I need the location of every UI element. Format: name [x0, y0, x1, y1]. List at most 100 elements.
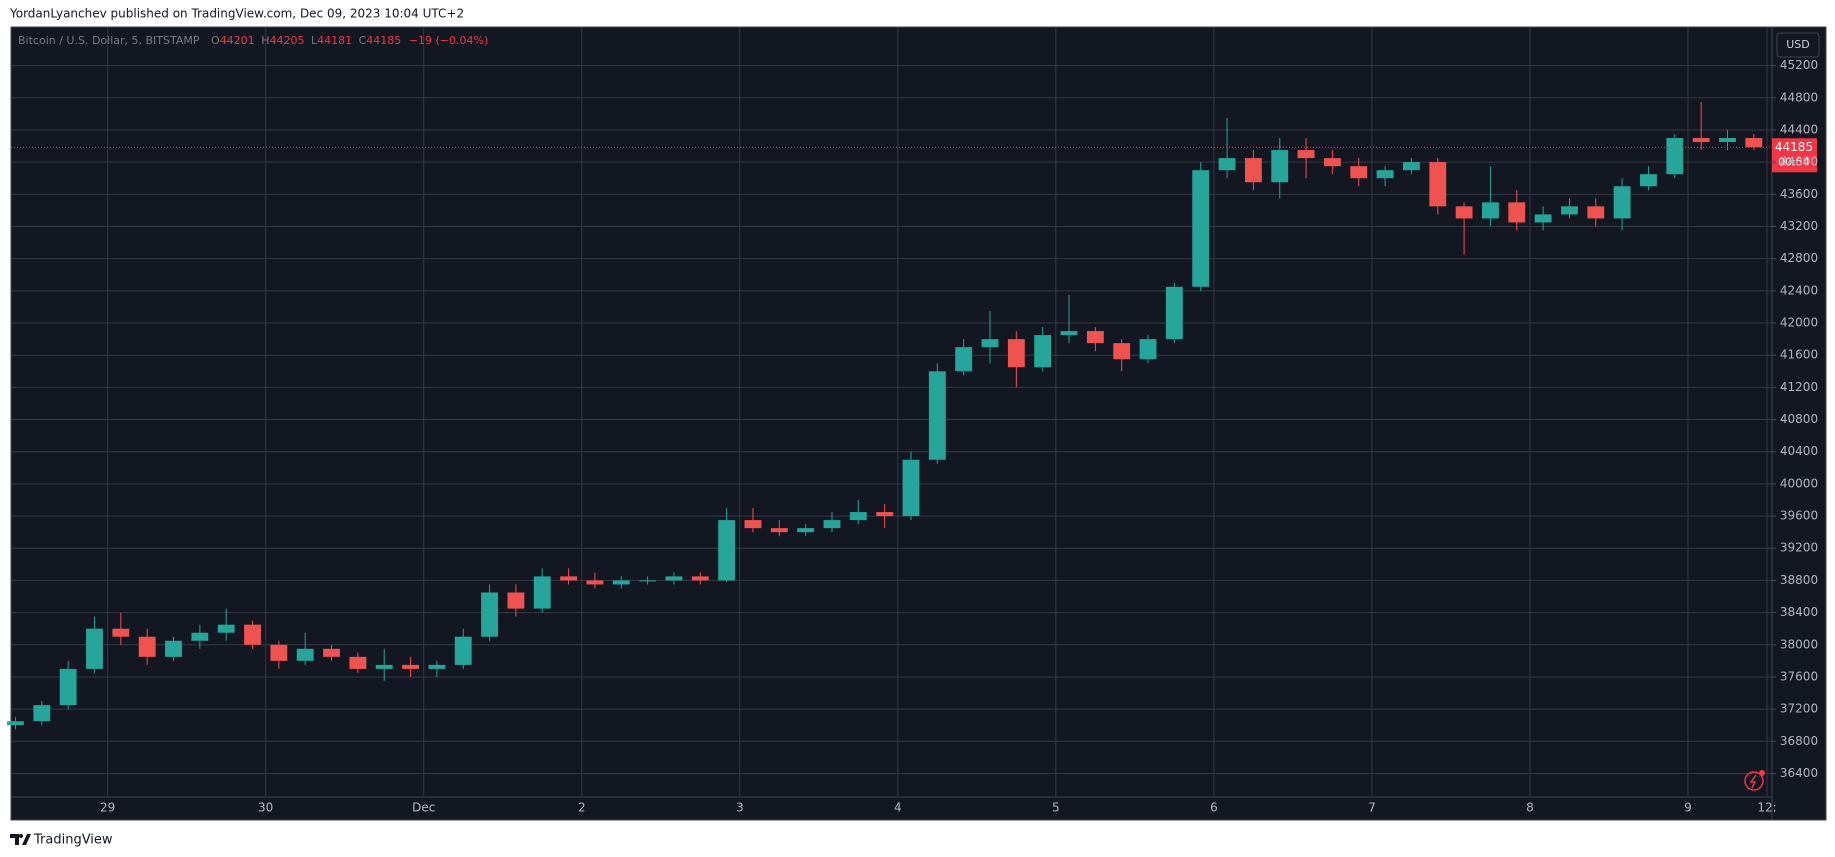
candle-body — [1376, 170, 1394, 179]
candle-body — [1692, 138, 1710, 143]
y-tick-label: 45200 — [1780, 58, 1818, 72]
legend-key: H — [261, 34, 269, 47]
y-tick-label: 37200 — [1780, 702, 1818, 716]
legend-key: C — [359, 34, 367, 47]
candle-body — [1402, 162, 1420, 171]
candle-body — [270, 644, 288, 661]
x-tick-label: 9 — [1684, 801, 1692, 815]
y-tick-label: 36400 — [1780, 766, 1818, 780]
candle-body — [665, 576, 683, 581]
brand-logo — [10, 834, 31, 845]
candle-body — [1508, 202, 1526, 223]
y-tick-label: 36800 — [1780, 734, 1818, 748]
x-tick-label: 4 — [894, 801, 902, 815]
y-tick-label: 39200 — [1780, 541, 1818, 555]
lightning-icon — [1744, 770, 1765, 791]
y-tick-label: 42400 — [1780, 283, 1818, 297]
candle-body — [1350, 166, 1368, 179]
candle-body — [770, 528, 788, 533]
candle-body — [849, 512, 867, 521]
x-tick-label: 5 — [1052, 801, 1060, 815]
y-tick-label: 43200 — [1780, 219, 1818, 233]
candle-body — [1323, 158, 1341, 167]
y-tick-label: 41600 — [1780, 348, 1818, 362]
candle-body — [876, 512, 894, 517]
candle-body — [1640, 174, 1657, 187]
x-tick-label: 8 — [1526, 801, 1534, 815]
legend-value: 44205 — [269, 34, 304, 47]
candle-body — [1666, 138, 1684, 175]
candle-body — [902, 459, 920, 517]
candle-body — [323, 648, 340, 657]
candle-body — [533, 576, 551, 609]
y-tick-label: 40400 — [1780, 444, 1818, 458]
y-tick-label: 40000 — [1780, 476, 1818, 490]
candle-body — [1719, 138, 1736, 143]
candle-body — [402, 664, 419, 669]
candle-body — [1218, 158, 1236, 171]
brand-name: TradingView — [33, 833, 113, 848]
candle-body — [797, 528, 815, 533]
candle-body — [744, 520, 762, 529]
candle-body — [33, 705, 51, 722]
candle-body — [1034, 335, 1052, 368]
candle-body — [1007, 339, 1025, 368]
candle-body — [1482, 202, 1499, 219]
candle-body — [928, 371, 946, 460]
candle-body — [296, 648, 314, 661]
y-tick-label: 38800 — [1780, 573, 1818, 587]
x-tick-label: 2 — [578, 801, 586, 815]
last-price: 44185 — [1775, 140, 1813, 154]
x-tick-label: 29 — [100, 801, 115, 815]
candle-body — [1271, 150, 1289, 183]
byline: YordanLyanchev published on TradingView.… — [9, 7, 464, 21]
y-tick-label: 37600 — [1780, 669, 1818, 683]
candle-body — [1060, 331, 1078, 336]
candle-body — [1561, 206, 1578, 215]
y-tick-label: 41200 — [1780, 380, 1818, 394]
candle-body — [138, 636, 156, 657]
candles — [7, 101, 1763, 730]
y-tick-label: 38400 — [1780, 605, 1818, 619]
symbol-title: Bitcoin / U.S. Dollar, 5, BITSTAMP — [18, 34, 200, 47]
legend-value: 44181 — [317, 34, 352, 47]
y-tick-label: 44000 — [1780, 155, 1818, 169]
candle-body — [1455, 206, 1473, 219]
legend-key: O — [211, 34, 220, 47]
y-tick-label: 44800 — [1780, 90, 1818, 104]
candle-body — [454, 636, 472, 665]
candle-body — [718, 520, 736, 581]
candle-body — [375, 664, 393, 669]
legend-value: 44185 — [366, 34, 401, 47]
candle-body — [955, 347, 973, 372]
candle-body — [1113, 343, 1131, 360]
candle-body — [823, 520, 841, 529]
candle-body — [1534, 214, 1552, 223]
candle-body — [560, 576, 578, 581]
candle-body — [112, 628, 130, 637]
y-tick-label: 43600 — [1780, 187, 1818, 201]
x-tick-label: 7 — [1368, 801, 1376, 815]
currency-button[interactable] — [1776, 32, 1820, 58]
candle-body — [1086, 331, 1104, 344]
candle-body — [612, 580, 630, 585]
x-tick-label: 30 — [258, 801, 273, 815]
candle-body — [639, 580, 657, 582]
candle-body — [1192, 170, 1210, 287]
y-tick-label: 42800 — [1780, 251, 1818, 265]
candle-body — [507, 592, 525, 609]
candle-body — [1139, 339, 1157, 360]
candle-body — [1244, 158, 1262, 183]
y-tick-label: 40800 — [1780, 412, 1818, 426]
currency-label[interactable]: USD — [1786, 38, 1810, 51]
candle-body — [428, 664, 446, 669]
x-tick-label: 6 — [1210, 801, 1218, 815]
candle-body — [86, 628, 103, 669]
y-tick-label: 39600 — [1780, 509, 1818, 523]
candle-body — [59, 668, 77, 706]
x-tick-label: 3 — [736, 801, 744, 815]
legend-change: −19 (−0.04%) — [409, 34, 488, 47]
chart-panel — [10, 26, 1827, 821]
